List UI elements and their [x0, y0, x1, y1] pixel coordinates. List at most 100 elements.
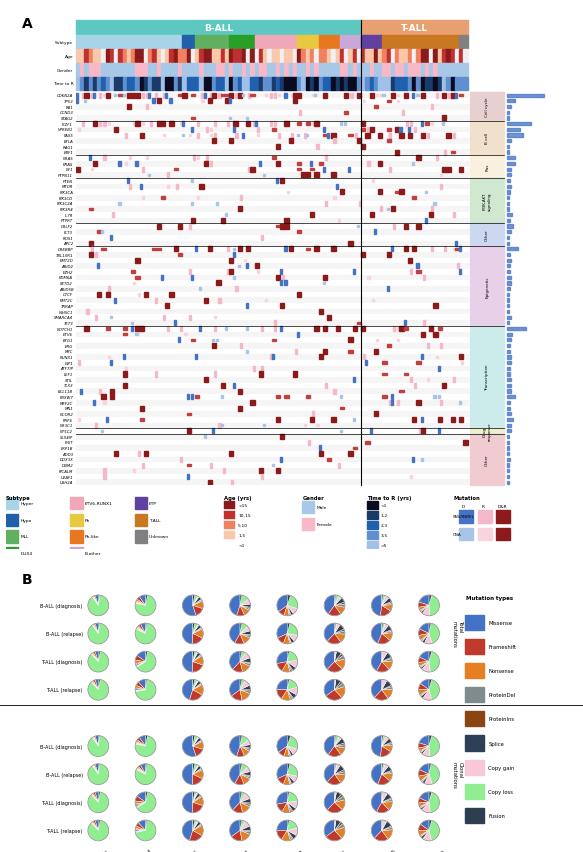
Text: 3-5: 3-5 — [381, 533, 388, 538]
Wedge shape — [423, 606, 430, 616]
Wedge shape — [240, 606, 250, 611]
Bar — [451, 417, 455, 423]
Bar — [135, 50, 140, 63]
Wedge shape — [382, 596, 383, 606]
Wedge shape — [240, 792, 245, 803]
Bar — [118, 36, 122, 49]
Bar — [93, 64, 97, 77]
Wedge shape — [135, 736, 156, 757]
Wedge shape — [423, 831, 431, 841]
Text: Age (yrs): Age (yrs) — [224, 495, 252, 500]
Wedge shape — [335, 764, 336, 774]
Text: Other signaling: Other signaling — [271, 848, 304, 852]
Bar — [415, 128, 416, 133]
Bar — [148, 175, 150, 177]
Wedge shape — [287, 652, 298, 662]
Text: Cell cycle: Cell cycle — [485, 98, 489, 118]
Bar — [374, 50, 378, 63]
Wedge shape — [240, 803, 251, 804]
Wedge shape — [193, 596, 199, 606]
Wedge shape — [421, 746, 429, 754]
Text: B-ALL (diagnosis): B-ALL (diagnosis) — [40, 603, 83, 608]
Wedge shape — [240, 600, 250, 606]
Bar — [199, 326, 201, 331]
Bar — [76, 224, 468, 230]
Bar — [76, 304, 468, 309]
Wedge shape — [382, 744, 392, 746]
Wedge shape — [240, 831, 251, 832]
Wedge shape — [277, 803, 287, 811]
Bar — [297, 124, 301, 126]
Bar — [507, 169, 511, 171]
Bar — [142, 463, 144, 468]
Bar — [76, 326, 468, 332]
Bar — [434, 78, 438, 91]
Bar — [348, 36, 353, 49]
Bar — [176, 185, 178, 189]
Wedge shape — [193, 596, 198, 606]
Text: IKZF1: IKZF1 — [62, 123, 73, 127]
Bar — [507, 469, 510, 473]
Wedge shape — [429, 680, 440, 700]
Wedge shape — [193, 824, 201, 831]
Bar — [103, 95, 106, 97]
Bar — [125, 134, 127, 138]
Bar — [403, 50, 408, 63]
Bar — [263, 64, 268, 77]
Wedge shape — [95, 792, 99, 803]
Bar — [122, 95, 125, 97]
Bar — [459, 64, 463, 77]
Bar — [108, 124, 110, 126]
Text: B-ALL (relapse): B-ALL (relapse) — [45, 772, 83, 777]
Bar — [440, 343, 442, 348]
Bar — [165, 304, 170, 309]
Bar — [203, 298, 208, 303]
Bar — [442, 50, 446, 63]
Bar — [93, 78, 97, 91]
Bar — [229, 99, 231, 104]
Text: 2-3: 2-3 — [381, 523, 388, 527]
Wedge shape — [193, 797, 203, 806]
Wedge shape — [335, 625, 344, 634]
Wedge shape — [193, 662, 203, 672]
Bar — [91, 94, 93, 99]
Bar — [507, 276, 511, 279]
Bar — [403, 64, 408, 77]
Bar — [157, 122, 161, 127]
Bar — [276, 469, 280, 474]
Wedge shape — [135, 820, 156, 841]
Bar — [348, 50, 353, 63]
Bar — [203, 377, 208, 383]
Wedge shape — [335, 792, 341, 803]
Wedge shape — [382, 596, 389, 606]
Bar — [76, 343, 468, 349]
Bar — [268, 36, 272, 49]
Bar — [370, 94, 374, 99]
Text: Gender: Gender — [303, 495, 324, 500]
Wedge shape — [135, 743, 146, 746]
Bar — [310, 64, 314, 77]
Bar — [370, 64, 374, 77]
Bar — [285, 219, 289, 223]
Bar — [363, 355, 366, 360]
Bar — [174, 321, 176, 326]
Bar — [391, 50, 395, 63]
Bar — [507, 373, 510, 376]
Wedge shape — [193, 742, 203, 750]
Wedge shape — [335, 736, 339, 746]
Bar — [178, 78, 182, 91]
Bar — [344, 36, 348, 49]
Bar — [76, 435, 468, 440]
Wedge shape — [88, 596, 108, 616]
Wedge shape — [193, 685, 203, 695]
Bar — [455, 50, 459, 63]
Bar — [76, 105, 468, 110]
Bar — [507, 288, 510, 291]
Bar — [212, 36, 216, 49]
Bar — [327, 50, 331, 63]
Wedge shape — [135, 660, 146, 664]
Bar — [367, 128, 370, 133]
Wedge shape — [230, 596, 240, 615]
Wedge shape — [324, 652, 335, 670]
Bar — [285, 247, 287, 252]
